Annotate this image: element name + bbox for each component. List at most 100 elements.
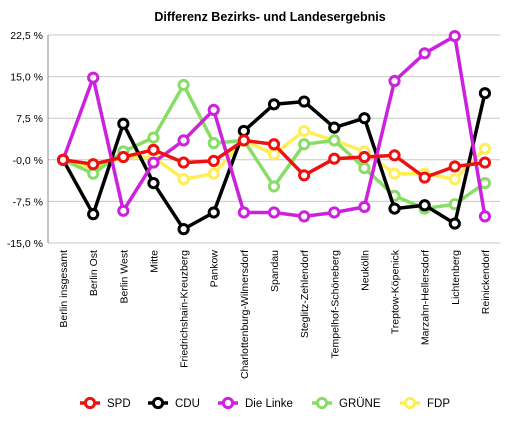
data-point [147, 176, 160, 190]
data-point [267, 180, 281, 193]
legend-item: SPD [80, 396, 131, 410]
data-point [177, 223, 190, 236]
y-tick-label: -15,0 % [7, 238, 43, 250]
data-point [87, 158, 100, 171]
legend-swatch-marker [83, 396, 97, 410]
data-point [478, 156, 492, 169]
data-point [298, 169, 311, 182]
data-point [207, 137, 220, 150]
data-point [177, 173, 190, 186]
data-point [237, 124, 250, 138]
x-tick-label: Mitte [148, 250, 160, 273]
data-point [267, 206, 281, 219]
data-point [418, 171, 431, 184]
data-point [298, 95, 311, 108]
legend-swatch-marker [221, 396, 235, 410]
legend-label: SPD [107, 398, 131, 410]
x-tick-label: Steglitz-Zehlendorf [299, 250, 311, 338]
y-tick-label: 7,5 % [16, 113, 43, 125]
data-point [388, 202, 401, 215]
data-point [448, 160, 461, 173]
legend-swatch-marker [403, 396, 417, 410]
data-point [147, 143, 160, 156]
data-point [418, 47, 431, 60]
data-point [87, 167, 100, 180]
y-tick-label: 15,0 % [10, 72, 43, 84]
data-point [478, 142, 492, 155]
data-point [448, 217, 461, 230]
data-point [298, 210, 311, 223]
data-point [358, 162, 371, 175]
data-point [388, 167, 401, 180]
data-point [117, 204, 130, 217]
data-point [448, 173, 461, 186]
data-point [147, 131, 160, 144]
data-point [388, 74, 401, 88]
x-tick-label: Marzahn-Hellersdorf [420, 250, 432, 345]
data-point [56, 153, 70, 166]
x-tick-label: Lichtenberg [450, 250, 462, 305]
legend: SPD CDU Die Linke GRÜNE FDP [80, 396, 450, 410]
data-point [328, 152, 341, 165]
y-axis-ticks: 22,5 % 15,0 % 7,5 % -0,0 % -7,5 % -15,0 % [7, 30, 43, 250]
data-point [207, 103, 220, 116]
data-point [267, 148, 281, 161]
legend-label: CDU [175, 398, 200, 410]
data-point [207, 206, 220, 219]
x-tick-label: Reinickendorf [480, 250, 492, 314]
data-point [237, 206, 250, 219]
x-tick-label: Tempelhof-Schöneberg [329, 250, 341, 359]
legend-item: Die Linke [218, 396, 293, 410]
data-point [418, 199, 431, 212]
data-point [358, 112, 371, 125]
data-point [177, 156, 190, 169]
data-point [267, 98, 281, 111]
legend-label: GRÜNE [339, 398, 381, 410]
data-point [358, 150, 371, 164]
data-point [328, 206, 341, 219]
x-tick-label: Charlottenburg-Wilmersdorf [239, 250, 251, 379]
series-spd [56, 134, 492, 184]
legend-item: CDU [148, 396, 200, 410]
data-point [478, 176, 492, 190]
legend-item: GRÜNE [312, 396, 381, 410]
series-lines [56, 30, 492, 236]
series-cdu [56, 87, 492, 236]
data-point [388, 149, 401, 162]
legend-swatch-marker [151, 396, 165, 410]
data-point [358, 200, 371, 214]
x-axis-ticks: Berlin insgesamt Berlin Ost Berlin West Mit… [58, 249, 492, 379]
legend-item: FDP [400, 396, 450, 410]
data-point [298, 138, 311, 151]
x-tick-label: Treptow-Köpenick [390, 249, 402, 334]
x-tick-label: Berlin Ost [88, 250, 100, 296]
y-tick-label: 22,5 % [10, 30, 43, 42]
legend-label: Die Linke [245, 398, 293, 410]
x-tick-label: Berlin insgesamt [58, 250, 70, 328]
data-point [87, 208, 100, 221]
data-point [328, 134, 341, 147]
legend-label: FDP [427, 398, 450, 410]
y-tick-label: -0,0 % [13, 155, 43, 167]
data-point [448, 30, 461, 43]
x-tick-label: Spandau [269, 250, 281, 292]
data-point [87, 71, 100, 84]
data-point [177, 134, 190, 147]
chart-title: Differenz Bezirks- und Landesergebnis [154, 10, 385, 24]
legend-swatch-marker [315, 396, 329, 410]
data-point [328, 121, 341, 134]
x-tick-label: Pankow [209, 250, 221, 288]
data-point [177, 78, 190, 92]
data-point [298, 124, 311, 138]
x-tick-label: Berlin West [118, 250, 130, 304]
y-tick-label: -7,5 % [13, 196, 43, 208]
data-point [478, 210, 492, 223]
data-point [207, 154, 220, 168]
x-tick-label: Friedrichshain-Kreuzberg [179, 250, 191, 368]
data-point [207, 167, 220, 180]
data-point [478, 87, 492, 100]
data-point [267, 138, 281, 151]
data-point [117, 150, 130, 164]
